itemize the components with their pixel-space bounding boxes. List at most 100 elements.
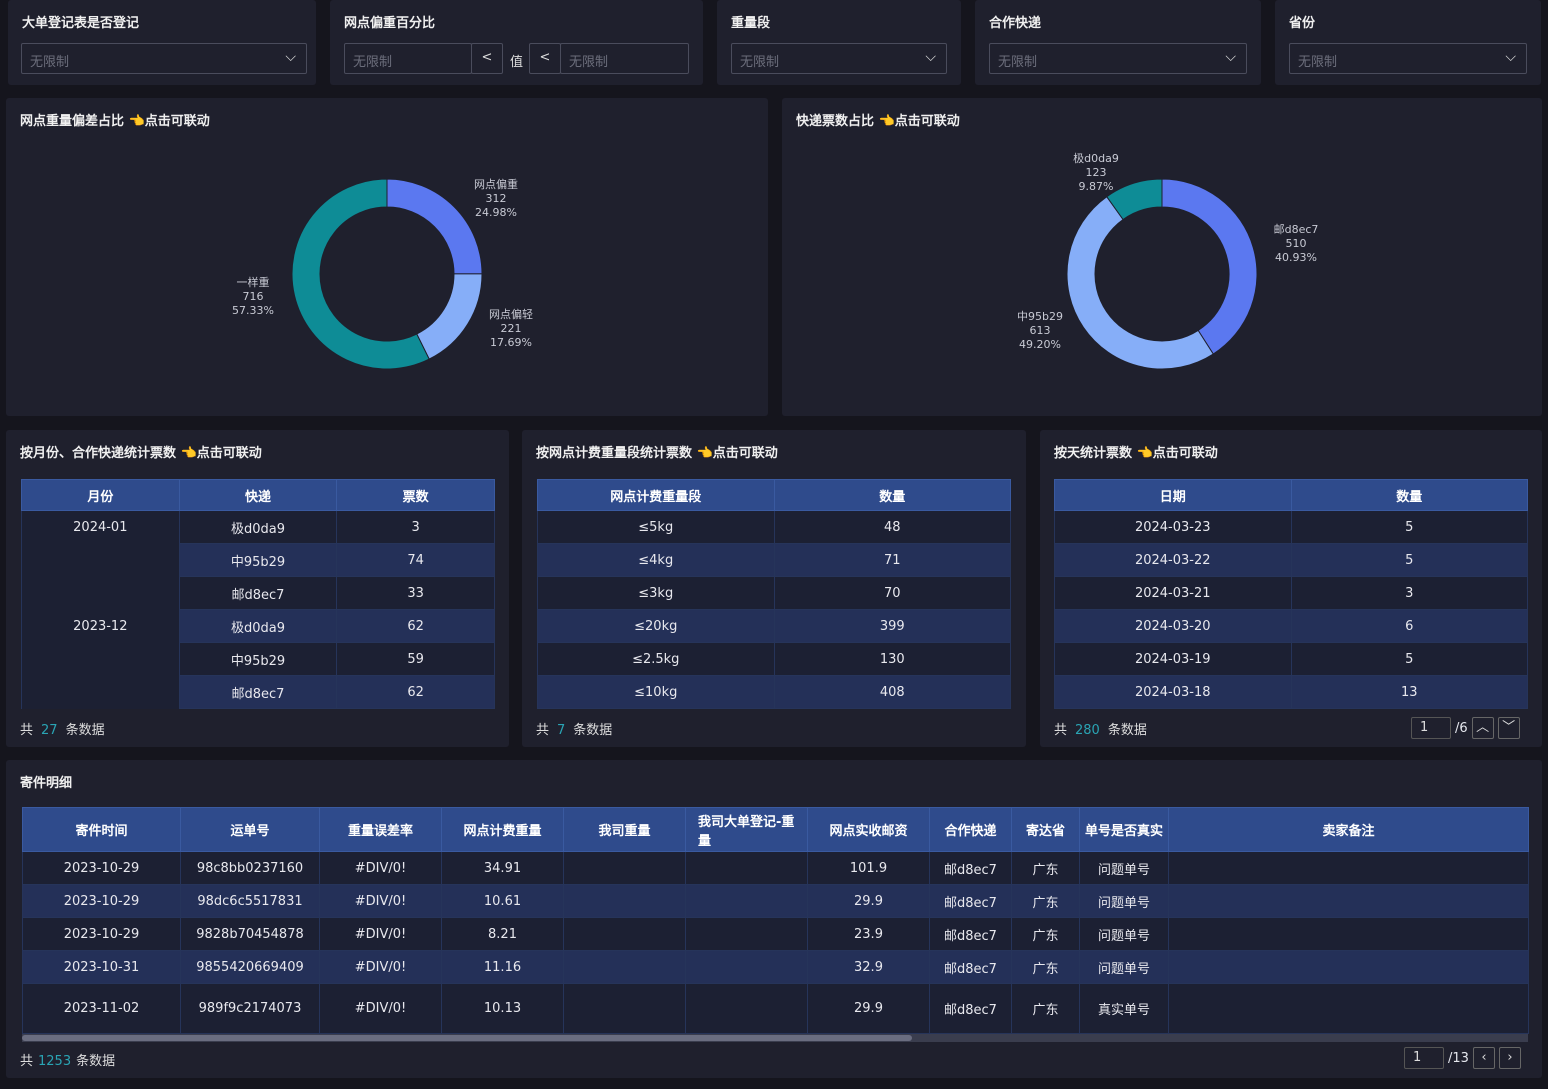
monthly-courier-panel: 按月份、合作快递统计票数 👈点击可联动 月份 快递 票数 2024-01 极d0da9 3… (6, 430, 509, 747)
province-select[interactable]: 无限制 ⌵ (1289, 43, 1527, 74)
min-input[interactable]: 无限制 (344, 43, 472, 74)
column-header[interactable]: 网点计费重量段 (537, 479, 775, 511)
table-row[interactable]: 邮d8ec7 62 (21, 675, 495, 709)
filter-label: 省份 (1289, 16, 1316, 31)
max-input[interactable]: 无限制 (560, 43, 689, 74)
table-cell: 广东 (1011, 884, 1080, 918)
table-cell: 极d0da9 (178, 609, 338, 643)
registered-select[interactable]: 无限制 ⌵ (21, 43, 307, 74)
prev-page-button[interactable]: ‹ (1472, 1047, 1495, 1069)
column-header[interactable]: 数量 (1290, 479, 1528, 511)
column-header[interactable]: 网点实收邮资 (807, 807, 930, 852)
filter-label: 网点偏重百分比 (344, 16, 436, 31)
operator2-select[interactable]: < (529, 43, 561, 74)
page-input[interactable]: 1 (1411, 717, 1451, 739)
chevron-down-icon: ⌵ (1225, 49, 1236, 65)
column-header[interactable]: 合作快递 (929, 807, 1012, 852)
table-cell (1168, 917, 1529, 951)
table-row[interactable]: 中95b29 59 (21, 642, 495, 676)
column-header[interactable]: 快递 (178, 479, 338, 511)
panel-title: 寄件明细 (20, 776, 73, 791)
next-page-button[interactable]: › (1498, 1047, 1521, 1069)
slice-label: 网点偏重 (474, 177, 518, 191)
table-total: 共 280 条数据 (1054, 723, 1147, 738)
slice-label: 40.93% (1275, 251, 1317, 264)
horizontal-scrollbar[interactable] (22, 1034, 1528, 1042)
table-cell: 29.9 (807, 983, 930, 1034)
donut-slice-1[interactable] (1066, 195, 1214, 370)
column-header[interactable]: 重量误差率 (319, 807, 442, 852)
column-header[interactable]: 数量 (773, 479, 1011, 511)
table-row[interactable]: 2024-01 极d0da9 3 (21, 510, 495, 544)
column-header[interactable]: 我司重量 (563, 807, 686, 852)
header-row: 日期 数量 (1054, 479, 1528, 511)
table-total: 共 7 条数据 (536, 723, 613, 738)
table-row[interactable]: 2024-03-20 6 (1054, 609, 1528, 643)
table-cell: 101.9 (807, 851, 930, 885)
column-header[interactable]: 卖家备注 (1168, 807, 1529, 852)
column-header[interactable]: 我司大单登记-重量 (685, 807, 808, 852)
column-header[interactable]: 寄件时间 (22, 807, 181, 852)
table-cell: 问题单号 (1079, 917, 1169, 951)
table-cell (1168, 884, 1529, 918)
table-row[interactable]: 2023-10-31 9855420669409 #DIV/0! 11.16 32.9 邮… (22, 950, 1529, 984)
donut-slice-0[interactable] (1161, 178, 1258, 355)
table-row[interactable]: ≤4kg 71 (537, 543, 1011, 577)
table-row[interactable]: 中95b29 74 (21, 543, 495, 577)
table-row[interactable]: ≤10kg 408 (537, 675, 1011, 709)
filter-weight-range: 重量段 无限制 ⌵ (717, 0, 961, 85)
filter-province: 省份 无限制 ⌵ (1275, 0, 1541, 85)
column-header[interactable]: 月份 (21, 479, 180, 511)
table-row[interactable]: 2024-03-22 5 (1054, 543, 1528, 577)
donut-slice-1[interactable] (416, 273, 483, 360)
operator1-select[interactable]: < (471, 43, 503, 74)
table-cell: #DIV/0! (319, 917, 442, 951)
column-header[interactable]: 日期 (1054, 479, 1292, 511)
panel-title: 按天统计票数 👈点击可联动 (1054, 446, 1218, 461)
table-cell (1168, 983, 1529, 1034)
table-row[interactable]: ≤20kg 399 (537, 609, 1011, 643)
table-cell: 广东 (1011, 983, 1080, 1034)
weight-range-select[interactable]: 无限制 ⌵ (731, 43, 947, 74)
column-header[interactable]: 寄达省 (1011, 807, 1080, 852)
table-cell (21, 642, 180, 676)
table-row[interactable]: 2023-12 极d0da9 62 (21, 609, 495, 643)
table-row[interactable]: 2023-10-29 9828b70454878 #DIV/0! 8.21 23.9 邮d… (22, 917, 1529, 951)
table-row[interactable]: 2023-11-02 989f9c2174073 #DIV/0! 10.13 29.9 邮… (22, 983, 1529, 1034)
donut-slice-2[interactable] (1106, 178, 1163, 221)
table-cell (563, 917, 686, 951)
table-cell: 8.21 (441, 917, 564, 951)
page-up-button[interactable]: ︿ (1471, 717, 1494, 739)
table-row[interactable]: 2024-03-21 3 (1054, 576, 1528, 610)
courier-select[interactable]: 无限制 ⌵ (989, 43, 1247, 74)
table-cell: 真实单号 (1079, 983, 1169, 1034)
chart-title: 网点重量偏差占比 👈点击可联动 (20, 114, 210, 129)
table-row[interactable]: 2024-03-23 5 (1054, 510, 1528, 544)
table-row[interactable]: ≤5kg 48 (537, 510, 1011, 544)
table-row[interactable]: 2024-03-19 5 (1054, 642, 1528, 676)
table-cell: 70 (773, 576, 1011, 610)
table-row[interactable]: ≤2.5kg 130 (537, 642, 1011, 676)
page-count: /6 (1455, 720, 1468, 736)
page-input[interactable]: 1 (1404, 1047, 1444, 1069)
donut-slice-2[interactable] (291, 178, 430, 370)
column-header[interactable]: 运单号 (180, 807, 320, 852)
table-row[interactable]: 2023-10-29 98c8bb0237160 #DIV/0! 34.91 101.9… (22, 851, 1529, 885)
table-row[interactable]: 2023-10-29 98dc6c5517831 #DIV/0! 10.61 29.9 邮… (22, 884, 1529, 918)
table-cell: 13 (1290, 675, 1528, 709)
table-cell (685, 917, 808, 951)
slice-label: 510 (1286, 237, 1307, 250)
page-down-button[interactable]: ﹀ (1497, 717, 1520, 739)
donut-slice-0[interactable] (386, 178, 483, 275)
chevron-down-icon: ⌵ (925, 49, 936, 65)
scrollbar-thumb[interactable] (22, 1035, 912, 1041)
column-header[interactable]: 网点计费重量 (441, 807, 564, 852)
column-header[interactable]: 单号是否真实 (1079, 807, 1169, 852)
table-row[interactable]: ≤3kg 70 (537, 576, 1011, 610)
column-header[interactable]: 票数 (336, 479, 495, 511)
table-row[interactable]: 2024-03-18 13 (1054, 675, 1528, 709)
table-row[interactable]: 邮d8ec7 33 (21, 576, 495, 610)
table-cell: 广东 (1011, 950, 1080, 984)
